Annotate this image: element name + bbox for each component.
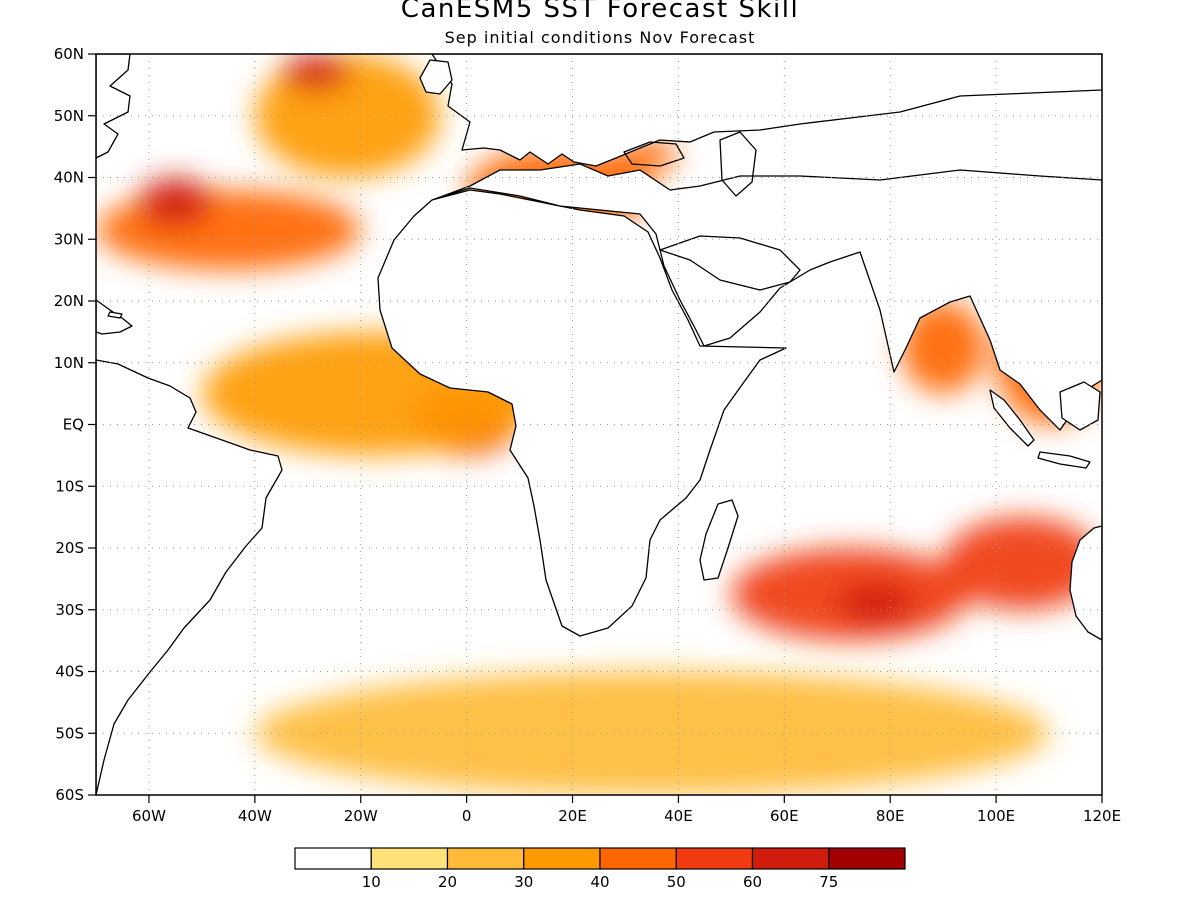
skill-region-0 <box>96 189 361 271</box>
skill-region-3 <box>281 54 351 92</box>
y-tick-label: 40S <box>55 663 84 681</box>
colorbar-label: 50 <box>667 873 686 891</box>
longitude-axis: 60W 40W 20W 0 20E 40E 60E 80E 100E 120E <box>132 795 1121 825</box>
colorbar: 10 20 30 40 50 60 75 <box>294 847 906 891</box>
north-america-land <box>96 54 131 159</box>
sumatra-land <box>989 389 1035 447</box>
colorbar-swatch <box>675 847 754 870</box>
x-tick-label: 40W <box>238 807 272 825</box>
y-tick-label: 60S <box>55 786 84 804</box>
y-tick-label: 40N <box>54 169 84 187</box>
x-tick-label: 20E <box>558 807 587 825</box>
colorbar-swatch <box>446 847 525 870</box>
y-tick-label: 30N <box>54 230 84 248</box>
map-title: CanESM5 SST Forecast Skill <box>400 0 800 24</box>
colorbar-label: 20 <box>438 873 457 891</box>
colorbar-swatch <box>523 847 601 870</box>
south-america-land <box>96 359 283 795</box>
british-isles <box>419 59 453 95</box>
x-tick-label: 120E <box>1083 807 1121 825</box>
y-tick-label: 50S <box>55 724 84 742</box>
x-tick-label: 80E <box>876 807 905 825</box>
colorbar-label: 10 <box>362 873 381 891</box>
europe-land <box>431 54 1102 167</box>
skill-region-12 <box>943 517 1102 610</box>
colorbar-swatch <box>294 847 372 870</box>
y-tick-label: 10N <box>54 354 84 372</box>
y-tick-label: 30S <box>55 601 84 619</box>
x-tick-label: 20W <box>344 807 378 825</box>
y-tick-label: 10S <box>55 477 84 495</box>
skill-region-13 <box>254 671 1050 795</box>
y-tick-label: 60N <box>54 45 84 63</box>
caribbean-islands <box>107 311 123 319</box>
caspian-sea-outline <box>719 131 757 197</box>
skill-region-1 <box>138 177 213 227</box>
x-tick-label: 40E <box>664 807 693 825</box>
skill-region-9 <box>837 585 917 623</box>
black-sea-outline <box>623 141 685 167</box>
y-tick-label: 20N <box>54 292 84 310</box>
x-tick-label: 0 <box>462 807 472 825</box>
x-tick-label: 60E <box>770 807 799 825</box>
colorbar-swatch <box>828 847 906 870</box>
skill-region-10 <box>900 301 986 394</box>
colorbar-swatch <box>599 847 677 870</box>
y-tick-label: EQ <box>63 416 84 434</box>
colorbar-label: 30 <box>514 873 533 891</box>
borneo-land <box>1059 381 1101 431</box>
madagascar-land <box>699 499 739 581</box>
y-tick-label: 20S <box>55 539 84 557</box>
arabian-peninsula <box>659 235 801 291</box>
latitude-axis: 60N 50N 40N 30N 20N 10N EQ 10S 20S 30S 40S 50S 60S <box>54 45 96 804</box>
colorbar-swatch <box>370 847 449 870</box>
colorbar-swatch <box>751 847 830 870</box>
x-tick-label: 60W <box>132 807 166 825</box>
colorbar-label: 60 <box>743 873 762 891</box>
colorbar-label: 75 <box>819 873 838 891</box>
australia-land <box>1069 525 1102 641</box>
colorbar-label: 40 <box>590 873 609 891</box>
map-subtitle: Sep initial conditions Nov Forecast <box>444 28 756 47</box>
land-masses <box>96 54 1102 795</box>
java-land <box>1037 451 1091 469</box>
africa-land <box>377 163 1102 637</box>
x-tick-label: 100E <box>977 807 1015 825</box>
y-tick-label: 50N <box>54 107 84 125</box>
